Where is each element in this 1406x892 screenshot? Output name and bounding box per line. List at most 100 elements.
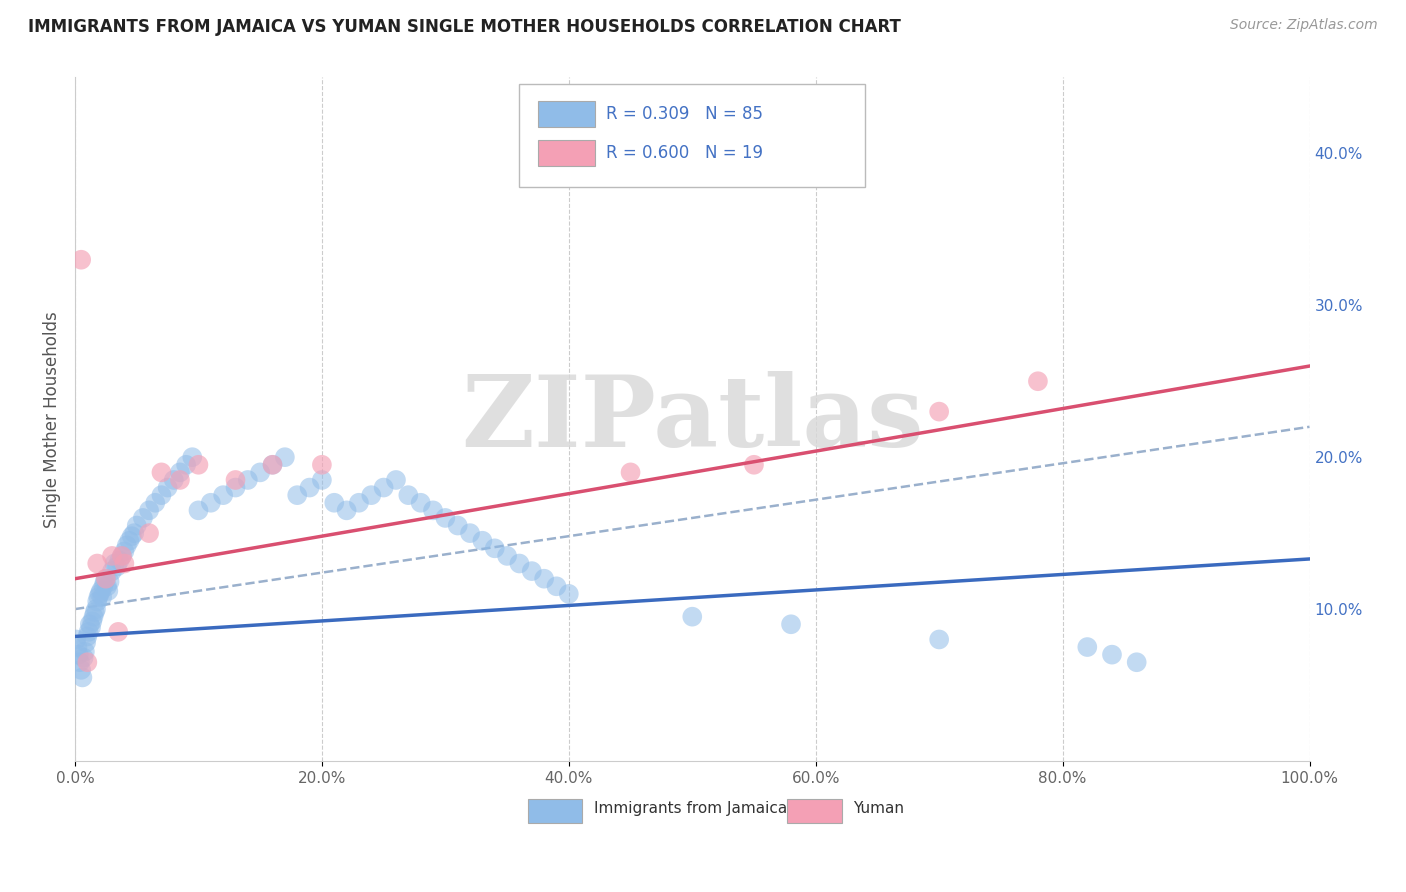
Point [115, 538, 138, 552]
Point [434, 511, 457, 525]
Text: R = 0.309   N = 85: R = 0.309 N = 85 [606, 104, 763, 123]
Point [112, 544, 135, 558]
Point [508, 557, 530, 571]
Point [224, 473, 246, 487]
Point [101, 549, 124, 563]
Text: ZIPatlas: ZIPatlas [461, 371, 924, 467]
Point [80, 620, 103, 634]
Text: Yuman: Yuman [853, 801, 904, 816]
Point [619, 466, 641, 480]
Point [125, 518, 148, 533]
Y-axis label: Single Mother Households: Single Mother Households [44, 310, 60, 527]
FancyBboxPatch shape [538, 102, 595, 128]
Point [150, 466, 173, 480]
Point [496, 549, 519, 563]
Point [111, 549, 134, 563]
Point [132, 511, 155, 525]
Point [72, 670, 94, 684]
Point [298, 481, 321, 495]
Point [156, 481, 179, 495]
Point [70, 663, 93, 677]
Point [558, 587, 581, 601]
Text: Immigrants from Jamaica: Immigrants from Jamaica [593, 801, 787, 816]
Point [83, 605, 105, 619]
Point [181, 450, 204, 465]
Point [212, 488, 235, 502]
Point [311, 473, 333, 487]
Point [93, 579, 115, 593]
Point [224, 481, 246, 495]
Point [373, 481, 395, 495]
Point [928, 404, 950, 418]
Point [82, 614, 104, 628]
Point [75, 635, 97, 649]
Point [274, 450, 297, 465]
Point [484, 541, 506, 556]
Point [76, 655, 98, 669]
Point [1101, 648, 1123, 662]
Point [108, 553, 131, 567]
Point [533, 572, 555, 586]
Point [103, 557, 125, 571]
Point [138, 503, 160, 517]
Point [84, 602, 107, 616]
Point [520, 564, 543, 578]
FancyBboxPatch shape [519, 84, 865, 186]
Point [323, 496, 346, 510]
Point [1125, 655, 1147, 669]
Point [121, 529, 143, 543]
Point [1076, 640, 1098, 654]
Point [163, 473, 186, 487]
Point [138, 526, 160, 541]
Point [187, 458, 209, 472]
Point [72, 650, 94, 665]
Point [66, 640, 89, 654]
Point [94, 572, 117, 586]
Point [311, 458, 333, 472]
Text: R = 0.600   N = 19: R = 0.600 N = 19 [606, 144, 763, 161]
Point [97, 583, 120, 598]
Point [187, 503, 209, 517]
Point [360, 488, 382, 502]
Point [86, 557, 108, 571]
Point [385, 473, 408, 487]
Point [422, 503, 444, 517]
Point [458, 526, 481, 541]
Point [285, 488, 308, 502]
Point [396, 488, 419, 502]
Point [101, 564, 124, 578]
Point [174, 458, 197, 472]
Point [249, 466, 271, 480]
Point [681, 609, 703, 624]
Point [65, 632, 87, 647]
Point [73, 645, 96, 659]
Point [69, 655, 91, 669]
Point [409, 496, 432, 510]
Point [447, 518, 470, 533]
Point [262, 458, 284, 472]
Point [928, 632, 950, 647]
Point [262, 458, 284, 472]
Point [169, 466, 191, 480]
Text: Source: ZipAtlas.com: Source: ZipAtlas.com [1230, 18, 1378, 32]
Point [546, 579, 568, 593]
Point [90, 583, 112, 598]
Point [107, 624, 129, 639]
Point [169, 473, 191, 487]
Point [86, 594, 108, 608]
Point [77, 624, 100, 639]
Point [89, 587, 111, 601]
Point [91, 590, 114, 604]
FancyBboxPatch shape [529, 798, 582, 823]
Point [1026, 374, 1049, 388]
Point [105, 559, 128, 574]
Point [336, 503, 359, 517]
Point [96, 579, 118, 593]
Point [118, 533, 141, 548]
Point [111, 549, 134, 563]
FancyBboxPatch shape [538, 140, 595, 166]
Text: IMMIGRANTS FROM JAMAICA VS YUMAN SINGLE MOTHER HOUSEHOLDS CORRELATION CHART: IMMIGRANTS FROM JAMAICA VS YUMAN SINGLE … [28, 18, 901, 36]
Point [780, 617, 803, 632]
Point [79, 617, 101, 632]
Point [112, 557, 135, 571]
